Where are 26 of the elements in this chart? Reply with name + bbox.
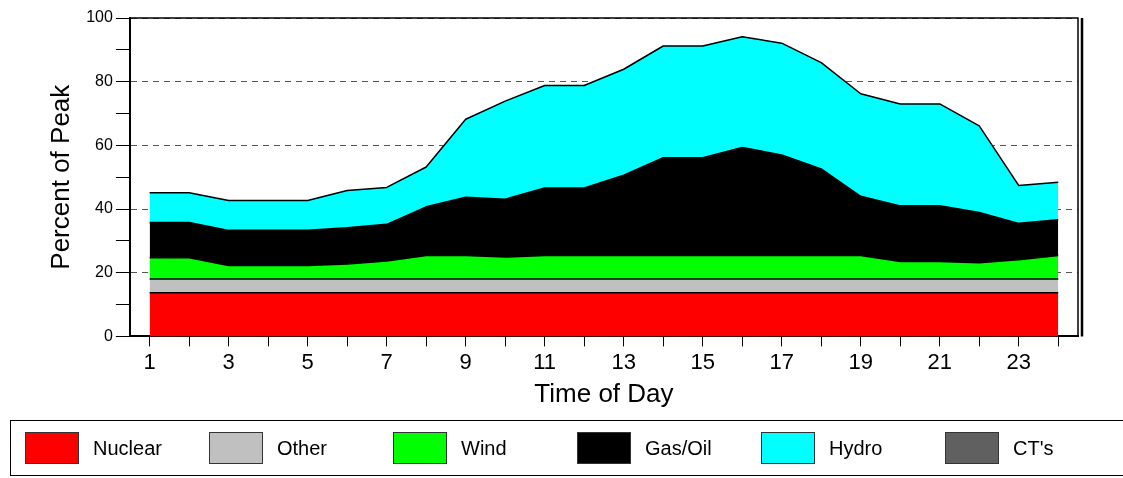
legend-label: Nuclear bbox=[93, 436, 162, 460]
legend-label: CT's bbox=[1013, 436, 1054, 460]
x-tick-label: 21 bbox=[927, 348, 952, 374]
y-tick-label: 0 bbox=[103, 326, 113, 344]
y-tick-label: 40 bbox=[95, 199, 113, 217]
x-tick-label: 19 bbox=[848, 348, 873, 374]
x-tick-label: 17 bbox=[769, 348, 794, 374]
x-tick-label: 23 bbox=[1006, 348, 1031, 374]
y-tick-label: 20 bbox=[95, 263, 113, 281]
legend-label: Other bbox=[277, 436, 328, 460]
x-tick-label: 7 bbox=[380, 348, 393, 374]
y-tick-label: 60 bbox=[95, 135, 113, 153]
legend-label: Hydro bbox=[829, 436, 883, 460]
x-tick-label: 15 bbox=[690, 348, 715, 374]
x-tick-label: 1 bbox=[143, 348, 156, 374]
legend-label: Gas/Oil bbox=[645, 436, 712, 460]
x-tick-label: 3 bbox=[222, 348, 235, 374]
x-tick-label: 13 bbox=[611, 348, 636, 374]
legend-label: Wind bbox=[461, 436, 507, 460]
x-tick-label: 5 bbox=[301, 348, 314, 374]
x-axis-title: Time of Day bbox=[534, 377, 674, 408]
x-tick-label: 9 bbox=[459, 348, 472, 374]
x-tick-label: 11 bbox=[533, 348, 557, 374]
y-tick-label: 100 bbox=[86, 8, 113, 26]
y-axis-title: Percent of Peak bbox=[44, 83, 75, 270]
y-tick-label: 80 bbox=[95, 72, 113, 90]
